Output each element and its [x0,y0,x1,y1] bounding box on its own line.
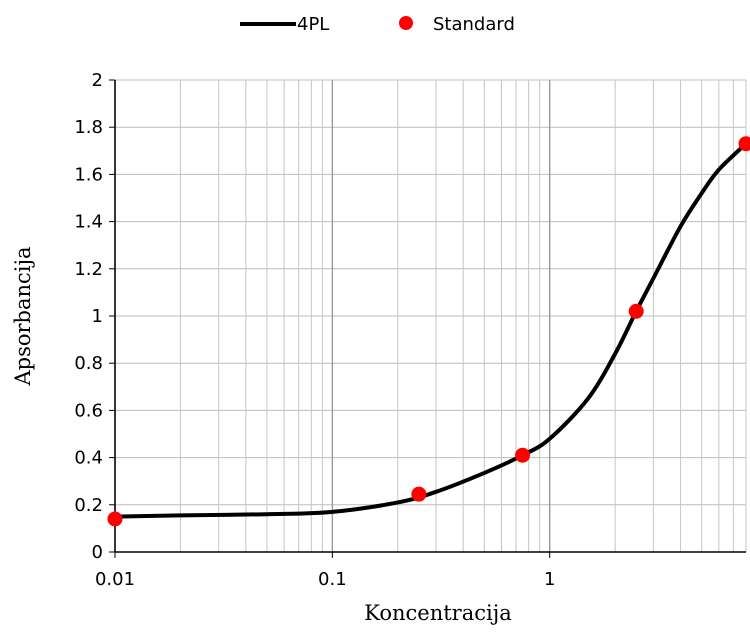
y-tick-label: 0.8 [74,353,103,374]
fit-curve-4pl [114,142,748,519]
x-tick-label: 0.01 [95,569,135,590]
grid [114,79,747,553]
y-tick-label: 0.2 [74,495,103,516]
y-tick-label: 1 [92,306,103,327]
legend-standard-label: Standard [433,14,515,35]
standard-point [515,447,531,463]
x-tick-label: 1 [544,569,555,590]
standard-point [411,486,427,502]
y-tick-label: 1.8 [74,117,103,138]
x-tick-labels: 0.01 0.1 1 [95,569,555,590]
standard-point [107,511,123,527]
legend: 4PL Standard [240,14,515,35]
standard-point [738,136,750,152]
y-tick-label: 0.4 [74,448,103,469]
y-tick-label: 1.4 [74,212,103,233]
y-tick-label: 0 [92,542,103,563]
y-tick-label: 2 [92,70,103,91]
y-tick-labels: 0 0.2 0.4 0.6 0.8 1 1.2 1.4 1.6 1.8 2 [74,70,103,563]
legend-standard-swatch [399,16,413,30]
x-axis-title: Koncentracija [364,601,512,625]
y-tick-label: 1.6 [74,164,103,185]
x-tick-label: 0.1 [318,569,347,590]
standard-point [628,303,644,319]
legend-4pl-label: 4PL [297,14,329,35]
series-layer [107,136,750,527]
y-tick-label: 0.6 [74,400,103,421]
y-axis-title: Apsorbancija [11,246,35,386]
y-tick-label: 1.2 [74,259,103,280]
axes [109,79,746,558]
